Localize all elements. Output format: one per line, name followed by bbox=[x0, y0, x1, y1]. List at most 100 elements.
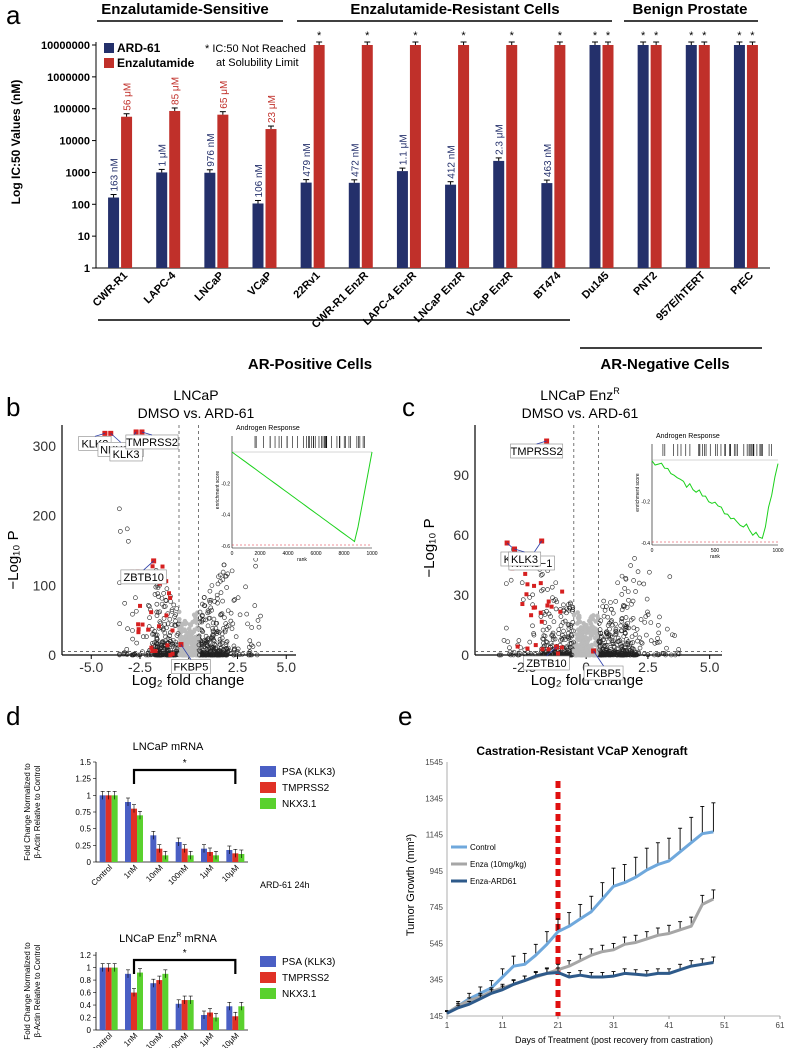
b-gene-point bbox=[179, 622, 185, 628]
b-gene-connector bbox=[141, 431, 153, 436]
c-gene-point bbox=[597, 647, 603, 653]
d1-ytick-label: 1 bbox=[87, 791, 92, 800]
c-gene-point bbox=[619, 592, 625, 597]
d2-significance-star: * bbox=[183, 948, 187, 959]
c-gene-point bbox=[622, 586, 627, 591]
c-gene-point bbox=[667, 574, 673, 579]
c-gene-point bbox=[532, 651, 537, 656]
b-gene-point bbox=[188, 629, 194, 635]
c-gene-point bbox=[638, 640, 644, 645]
c-gene-point bbox=[611, 638, 616, 644]
b-androgen-gene bbox=[165, 643, 170, 648]
b-gene-point bbox=[246, 650, 252, 656]
b-gene-point bbox=[145, 652, 150, 658]
b-androgen-gene bbox=[168, 652, 173, 657]
a-bar-enza bbox=[650, 45, 662, 268]
b-androgen-gene bbox=[149, 610, 154, 615]
c-gene-point bbox=[628, 563, 633, 568]
b-inset-xtick: 4000 bbox=[282, 551, 293, 557]
panel-label-e: e bbox=[398, 701, 412, 731]
d2-ytick-label: 1.2 bbox=[80, 951, 92, 960]
c-gene-point bbox=[647, 569, 652, 575]
d2-bar bbox=[181, 1000, 188, 1030]
c-gene-point bbox=[561, 628, 566, 634]
b-gene-connector bbox=[110, 433, 122, 443]
c-androgen-gene bbox=[546, 647, 551, 652]
b-gene-point bbox=[202, 639, 208, 644]
b-gene-point bbox=[202, 595, 207, 600]
b-gene-point bbox=[214, 592, 220, 598]
a-bar-value-label: 463 nM bbox=[543, 144, 554, 177]
c-androgen-gene bbox=[520, 602, 525, 607]
b-gene-point bbox=[231, 643, 237, 649]
b-gene-point bbox=[174, 646, 180, 652]
a-bar-ard61 bbox=[733, 45, 745, 268]
c-title-main: LNCaP Enz bbox=[540, 387, 613, 403]
b-gene-point bbox=[220, 577, 226, 583]
b-gene-point bbox=[217, 636, 223, 642]
c-gene-point bbox=[652, 652, 657, 658]
b-gene-point bbox=[117, 506, 122, 512]
b-gene-point bbox=[221, 562, 227, 568]
c-gene-point bbox=[564, 649, 570, 655]
c-gene-point bbox=[626, 625, 631, 631]
d1-ytick-label: 0.5 bbox=[80, 825, 92, 834]
d1-legend-label: NKX3.1 bbox=[282, 799, 317, 810]
d1-significance-star: * bbox=[183, 758, 187, 769]
b-xtick-label: 2.5 bbox=[228, 659, 248, 675]
a-bar-ard61 bbox=[252, 203, 264, 268]
b-gene-point bbox=[141, 634, 146, 639]
c-gene-point bbox=[632, 556, 637, 561]
a-legend-ard61: ARD-61 bbox=[117, 41, 161, 55]
b-gene-point bbox=[154, 632, 160, 638]
c-gene-point bbox=[623, 624, 629, 629]
b-inset-xlabel: rank bbox=[297, 557, 307, 563]
b-gene-point bbox=[162, 621, 168, 627]
c-gene-point bbox=[676, 647, 681, 652]
c-gene-point bbox=[632, 649, 638, 655]
b-androgen-gene bbox=[136, 622, 141, 627]
b-gene-point bbox=[218, 578, 223, 584]
c-gene-point bbox=[613, 599, 619, 604]
c-androgen-gene bbox=[524, 592, 529, 597]
c-gene-point bbox=[606, 632, 612, 637]
c-gene-label: FKBP5 bbox=[586, 668, 621, 680]
c-androgen-gene bbox=[532, 583, 537, 588]
d1-ylabel-1: Fold Change Normalized to bbox=[23, 763, 32, 861]
c-ytick-label: 90 bbox=[453, 467, 469, 483]
c-gene-point bbox=[584, 622, 589, 628]
c-androgen-gene bbox=[525, 646, 530, 651]
b-gene-point bbox=[207, 600, 213, 605]
d2-legend-label: PSA (KLK3) bbox=[282, 957, 335, 968]
e-legend-label: Control bbox=[470, 843, 496, 852]
c-gene-point bbox=[589, 642, 595, 648]
c-gene-label: ZBTB10 bbox=[526, 658, 566, 670]
c-gene-point bbox=[604, 643, 610, 648]
c-gene-point bbox=[623, 575, 628, 581]
c-gene-point bbox=[530, 623, 535, 629]
a-bar-enza bbox=[458, 45, 470, 268]
d2-category-label: 10nM bbox=[144, 1031, 165, 1048]
c-gene-point bbox=[604, 629, 610, 634]
a-bar-enza bbox=[409, 45, 421, 268]
d2-ytick-label: 0.2 bbox=[80, 1014, 92, 1023]
b-gene-point bbox=[218, 612, 223, 618]
d2-legend-swatch bbox=[260, 988, 276, 999]
a-legend: ARD-61 Enzalutamide * IC:50 Not Reached … bbox=[104, 41, 306, 70]
c-gene-point bbox=[619, 628, 625, 633]
a-category-label: PNT2 bbox=[631, 270, 659, 298]
b-gene-point bbox=[217, 650, 222, 656]
c-gene-point bbox=[600, 637, 606, 643]
d1-bar bbox=[105, 795, 112, 862]
c-gene-point bbox=[630, 640, 636, 645]
c-gene-point bbox=[657, 614, 662, 620]
a-bar-value-label: 23 μM bbox=[267, 95, 278, 123]
c-title-2: DMSO vs. ARD-61 bbox=[522, 405, 639, 421]
b-gene-connector bbox=[143, 560, 154, 571]
c-gene-point bbox=[505, 639, 511, 645]
b-gene-point bbox=[157, 619, 163, 624]
c-gene-point bbox=[508, 577, 514, 583]
b-gene-point bbox=[207, 598, 212, 603]
a-bar-ard61 bbox=[108, 197, 120, 268]
b-gene-point bbox=[172, 614, 177, 619]
